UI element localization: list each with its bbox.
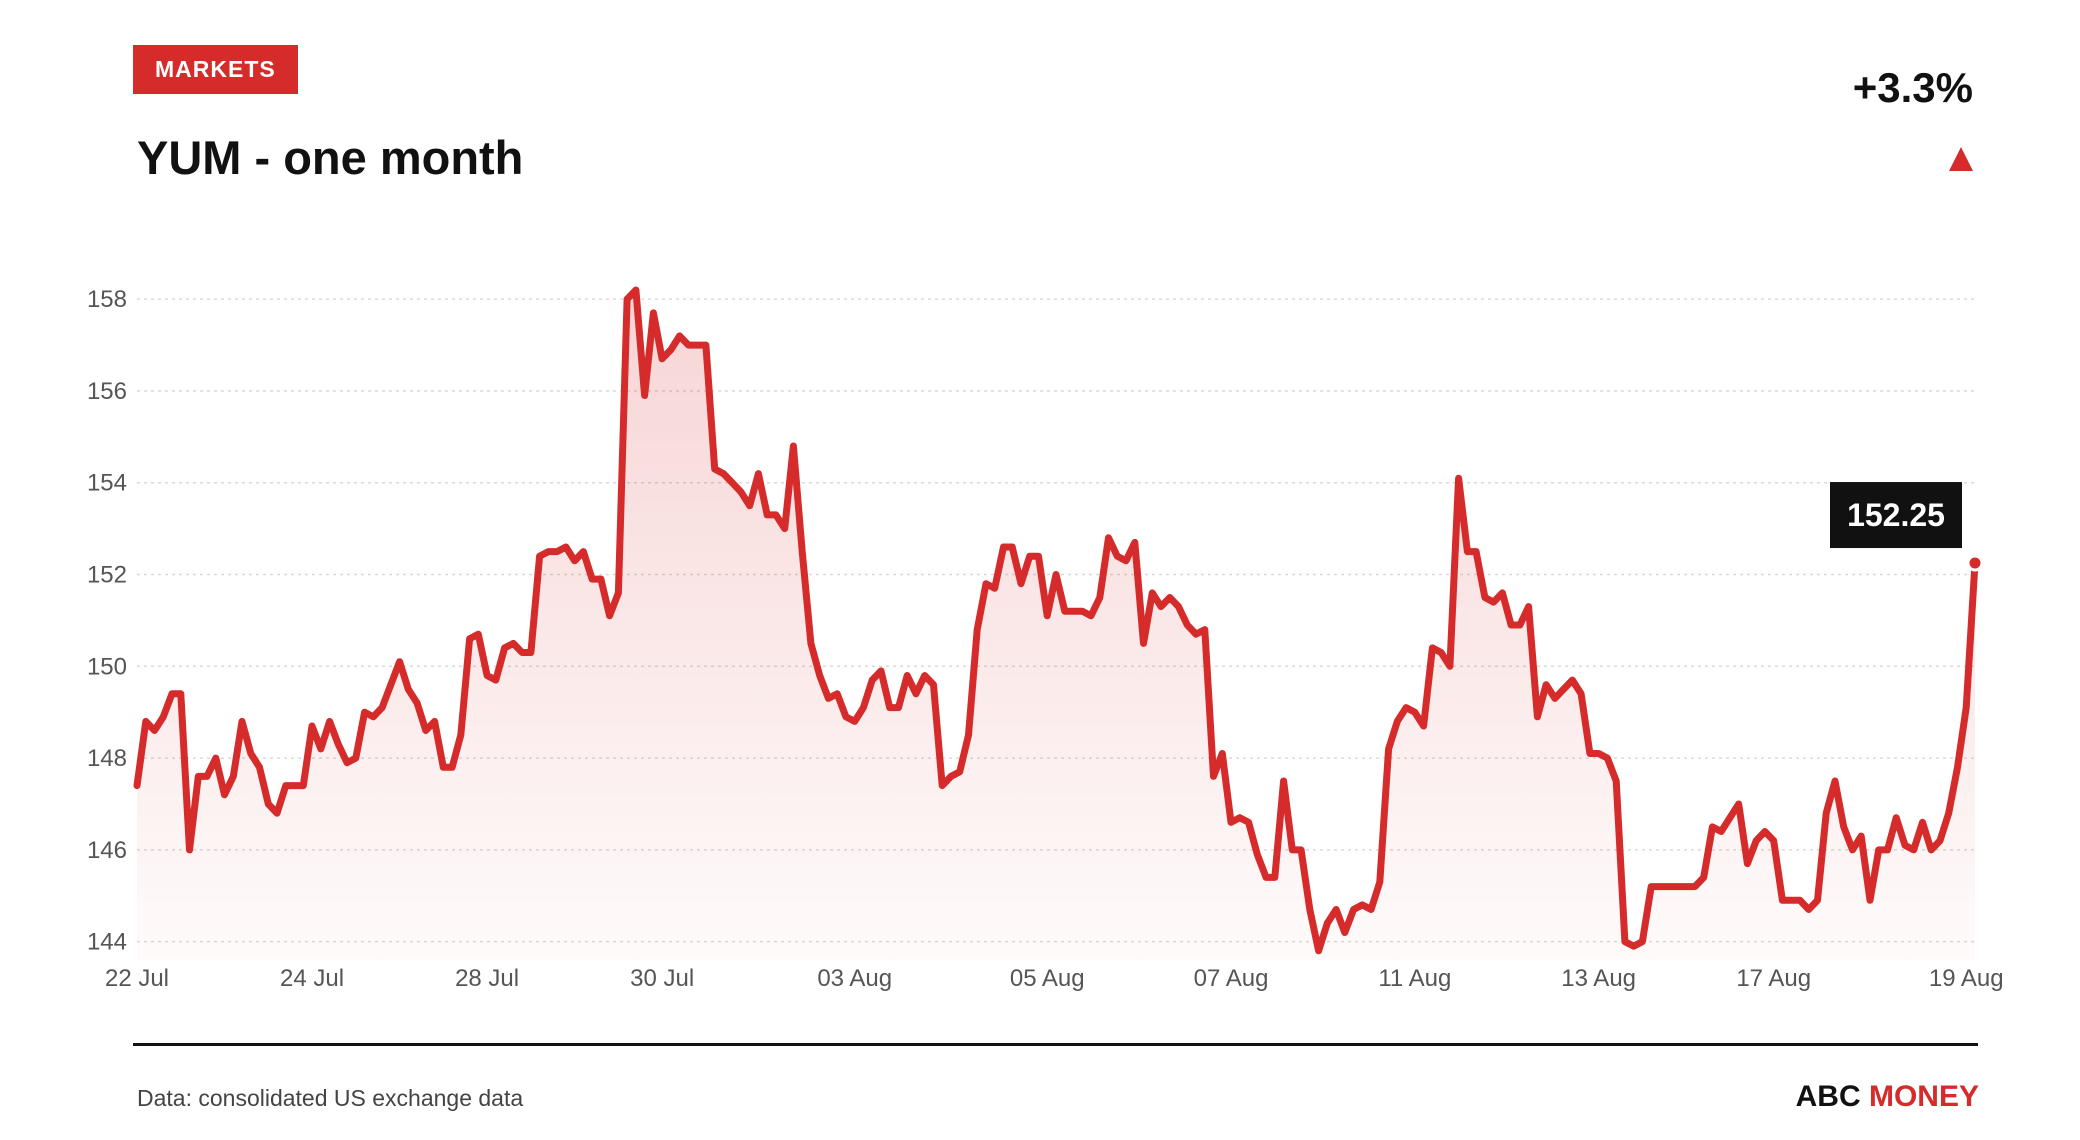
brand-logo: ABC MONEY bbox=[1796, 1080, 1979, 1114]
x-axis: 22 Jul 24 Jul 28 Jul 30 Jul 03 Aug 05 Aug 07 A… bbox=[105, 965, 2004, 992]
y-tick-label: 150 bbox=[87, 653, 127, 680]
y-tick-label: 154 bbox=[87, 470, 127, 497]
footer-divider bbox=[133, 1043, 1978, 1046]
brand-part-money: MONEY bbox=[1868, 1080, 1979, 1113]
price-line bbox=[133, 286, 1979, 955]
x-tick-label: 13 Aug bbox=[1561, 965, 1636, 992]
y-axis: 144 146 148 150 152 154 156 158 bbox=[87, 286, 127, 955]
x-tick-label: 24 Jul bbox=[280, 965, 344, 992]
y-tick-label: 146 bbox=[87, 837, 127, 864]
last-price-text: 152.25 bbox=[1847, 497, 1945, 533]
percent-change: +3.3% bbox=[1852, 64, 1973, 111]
x-tick-label: 19 Aug bbox=[1929, 965, 2004, 992]
last-price-label: 152.25 bbox=[1830, 482, 1962, 549]
x-tick-label: 17 Aug bbox=[1736, 965, 1811, 992]
last-price-dot bbox=[1966, 554, 1984, 572]
y-tick-label: 158 bbox=[87, 286, 127, 313]
x-tick-label: 28 Jul bbox=[455, 965, 519, 992]
y-tick-label: 152 bbox=[87, 562, 127, 589]
price-area bbox=[137, 290, 1975, 960]
x-tick-label: 05 Aug bbox=[1010, 965, 1085, 992]
x-tick-label: 11 Aug bbox=[1378, 965, 1451, 992]
x-tick-label: 03 Aug bbox=[817, 965, 892, 992]
x-tick-label: 07 Aug bbox=[1194, 965, 1269, 992]
brand-part-abc: ABC bbox=[1795, 1080, 1861, 1113]
category-tag: MARKETS bbox=[133, 45, 298, 94]
price-chart: 144 146 148 150 152 154 156 158 22 Jul 24 Jul 28 … bbox=[87, 286, 2004, 992]
y-tick-label: 144 bbox=[87, 929, 127, 956]
y-tick-label: 156 bbox=[87, 378, 127, 405]
x-tick-label: 30 Jul bbox=[630, 965, 694, 992]
y-tick-label: 148 bbox=[87, 745, 127, 772]
data-source: Data: consolidated US exchange data bbox=[137, 1085, 524, 1111]
up-arrow-icon bbox=[1949, 147, 1973, 171]
chart-title: YUM - one month bbox=[137, 131, 524, 184]
x-tick-label: 22 Jul bbox=[105, 965, 169, 992]
